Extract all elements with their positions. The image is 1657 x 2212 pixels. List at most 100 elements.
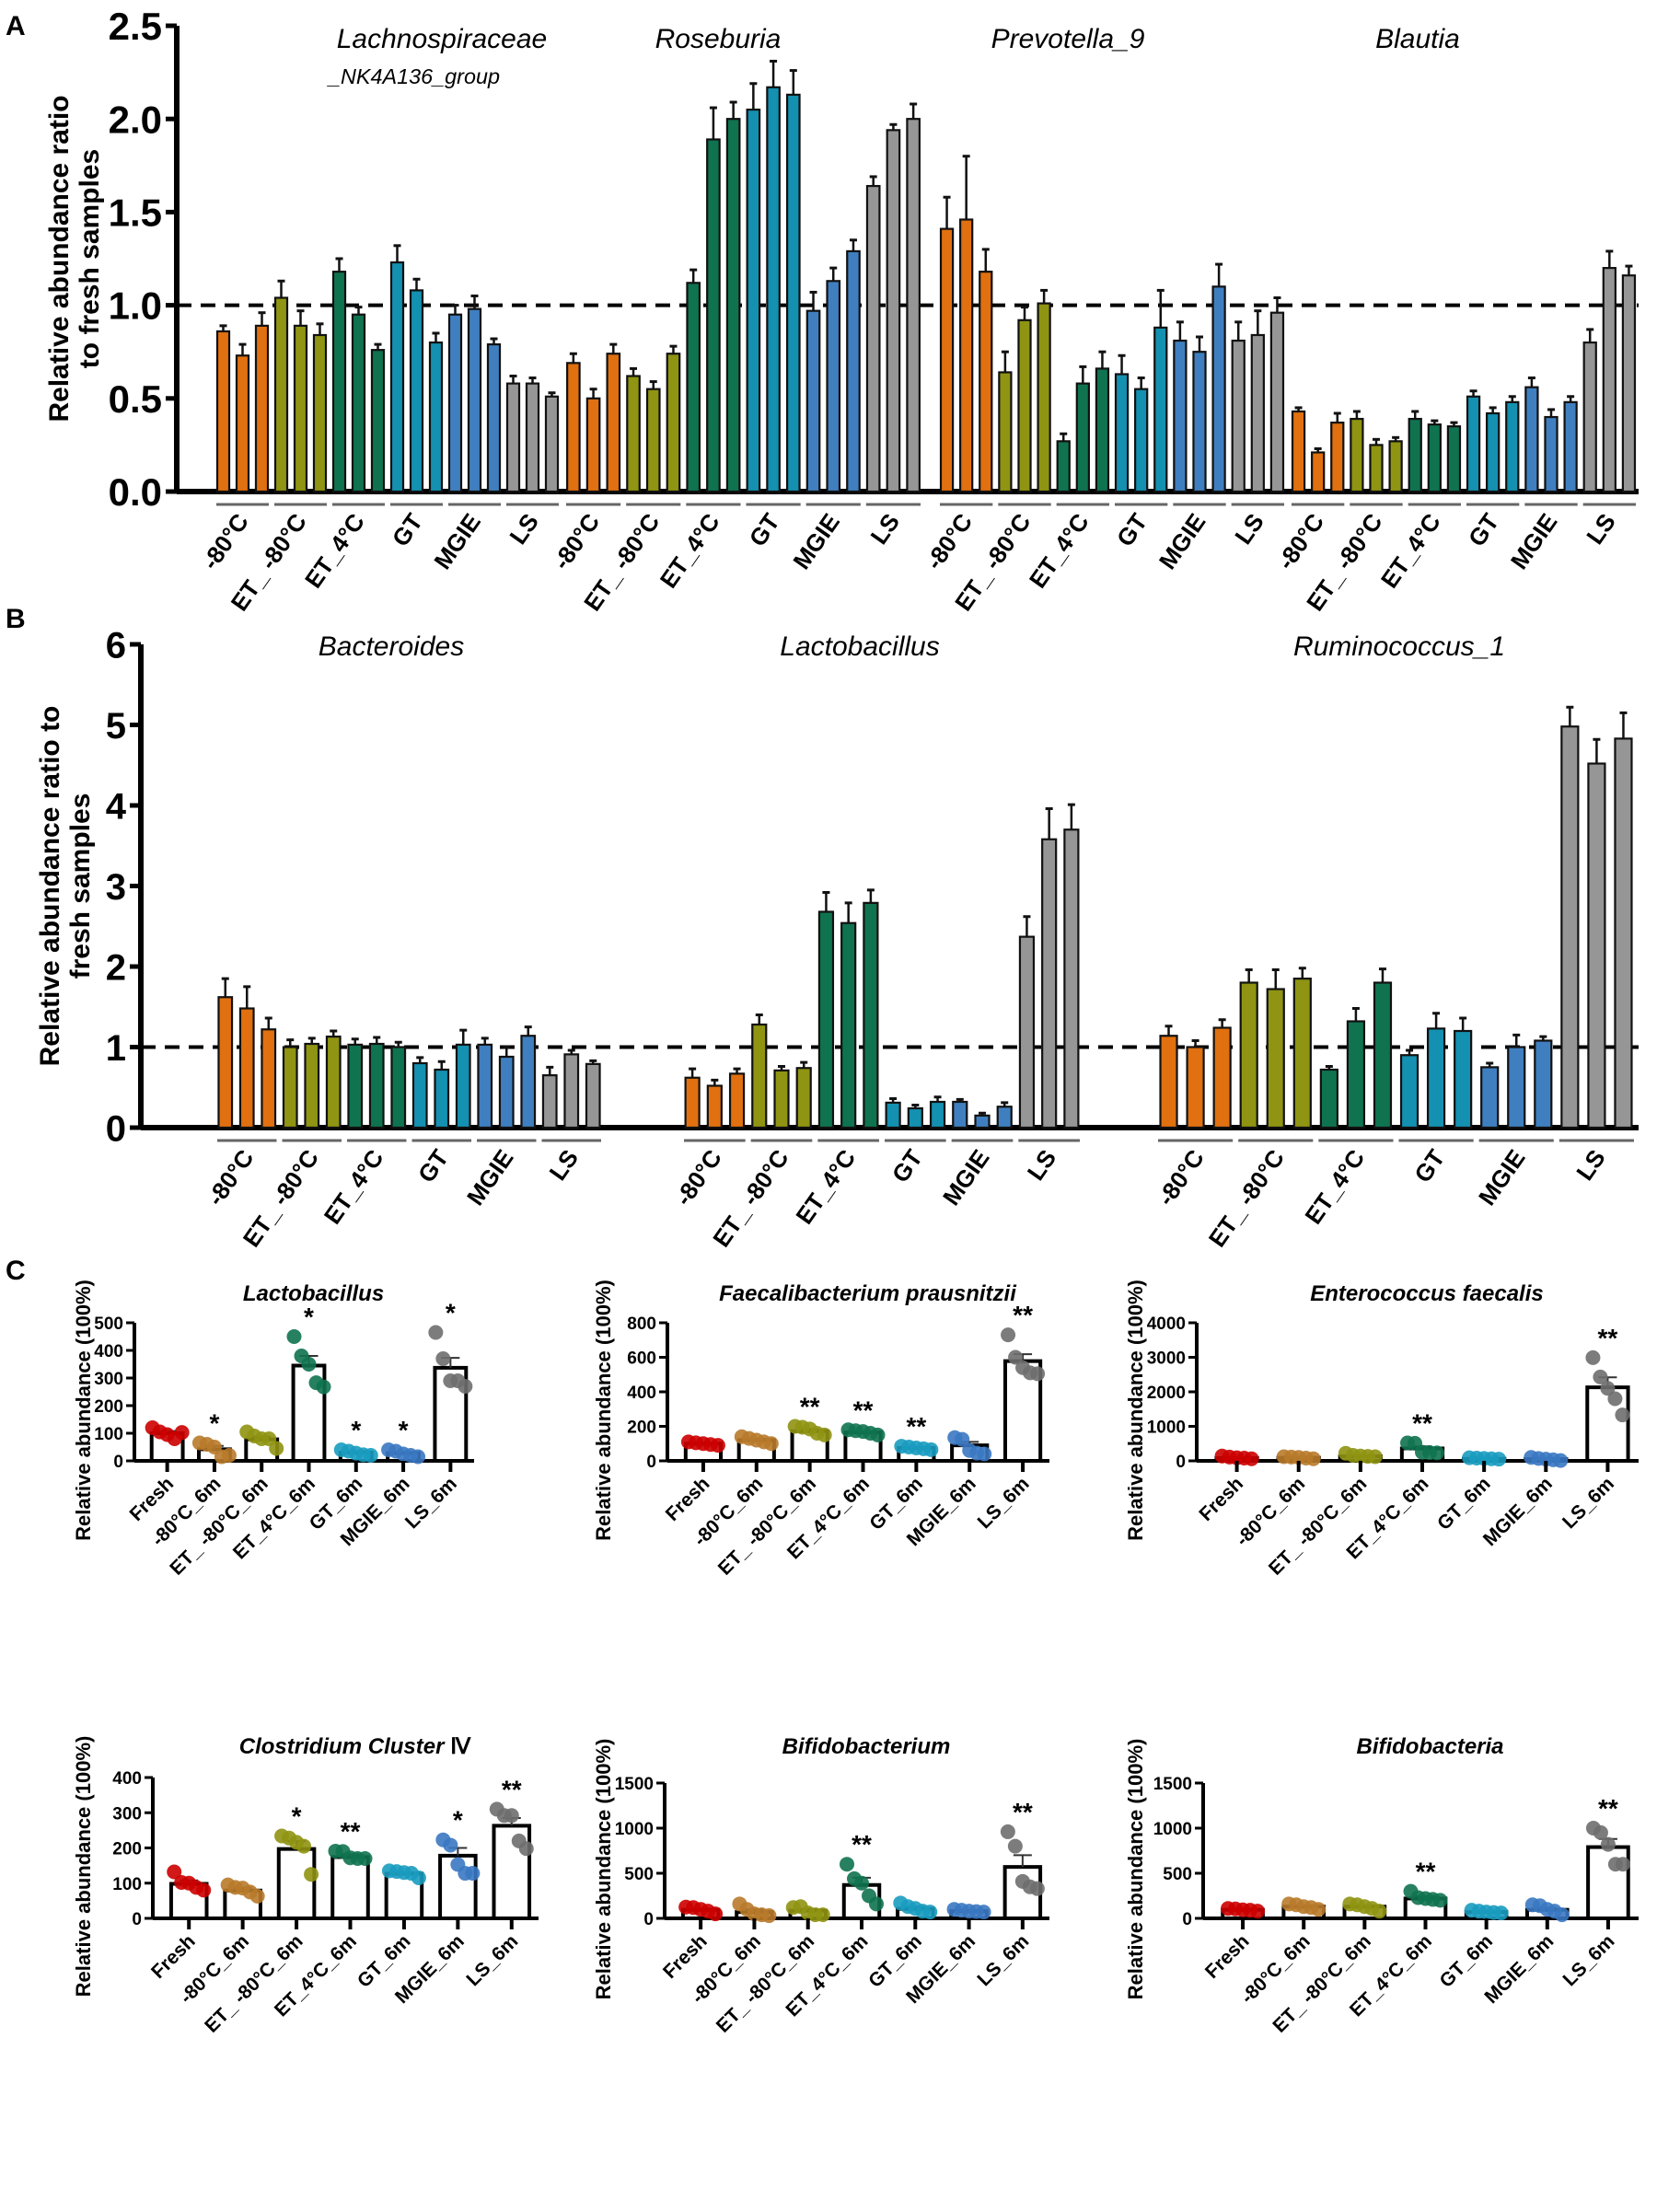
data-point: [708, 1906, 724, 1922]
y-tick-label: 200: [627, 1419, 656, 1438]
bar: [666, 353, 681, 493]
bar: [840, 921, 857, 1129]
bar: [1239, 981, 1258, 1129]
bar: [1534, 1039, 1553, 1129]
bar: [805, 309, 821, 493]
bar: [785, 93, 801, 493]
bar: [273, 296, 289, 493]
significance-marker: **: [502, 1775, 522, 1803]
data-point: [1553, 1453, 1569, 1468]
significance-marker: **: [1013, 1798, 1033, 1826]
y-tick-label: 600: [627, 1349, 656, 1369]
bar: [1114, 373, 1130, 493]
y-axis-label: Relative abundance (100%): [72, 1736, 95, 1998]
significance-marker: *: [446, 1299, 456, 1327]
title-text: Lactobacillus: [243, 1281, 384, 1306]
y-tick-label: 0.0: [109, 470, 162, 514]
bar: [325, 1036, 342, 1129]
bar: [1095, 367, 1110, 493]
bar: [906, 118, 921, 493]
bar: [1563, 400, 1578, 493]
bar: [498, 1055, 515, 1129]
bar: [1037, 302, 1051, 493]
data-point: [1250, 1904, 1266, 1919]
data-point: [1372, 1904, 1387, 1919]
data-point: [411, 1870, 426, 1886]
bar: [1621, 274, 1637, 493]
bar: [1173, 339, 1188, 493]
data-point: [763, 1436, 779, 1452]
data-point: [955, 1431, 970, 1447]
data-point: [504, 1808, 519, 1824]
bar: [585, 1062, 601, 1129]
bar: [939, 227, 955, 493]
bar: [566, 362, 581, 493]
bar: [351, 313, 366, 493]
y-axis-label: Relative abundance (100%): [592, 1280, 615, 1541]
bar: [725, 118, 741, 493]
subchart-title: Lactobacillus: [243, 1281, 384, 1306]
bar: [907, 1106, 923, 1129]
bar: [952, 1100, 968, 1129]
significance-marker: **: [1013, 1301, 1033, 1329]
bar: [1369, 444, 1384, 493]
taxon-title: Bacteroides: [319, 631, 464, 662]
bar: [215, 330, 231, 493]
significance-marker: *: [399, 1416, 409, 1444]
bar: [1480, 1066, 1500, 1129]
bar: [865, 184, 881, 493]
data-point: [301, 1357, 317, 1372]
data-point: [710, 1438, 725, 1453]
bar: [447, 313, 463, 493]
bar: [254, 324, 270, 493]
y-axis-label: Relative abundance (100%): [1124, 1280, 1147, 1541]
significance-marker: *: [351, 1416, 361, 1444]
panel-letter-b: B: [6, 604, 26, 634]
bar: [1614, 737, 1633, 1129]
bar: [293, 324, 308, 493]
y-tick-label: 400: [627, 1384, 656, 1403]
data-point: [428, 1325, 444, 1340]
bar: [1134, 388, 1149, 493]
bar: [1587, 762, 1606, 1129]
y-tick-label: 200: [112, 1840, 142, 1859]
data-point: [817, 1427, 832, 1442]
bar: [347, 1043, 364, 1129]
taxon-title: Lactobacillus: [780, 631, 939, 662]
y-tick-label: 100: [94, 1425, 123, 1444]
y-tick-label: 1: [106, 1028, 126, 1069]
bar: [304, 1042, 320, 1129]
data-point: [1305, 1451, 1321, 1466]
subchart-title: Bifidobacterium: [782, 1734, 951, 1759]
data-point: [761, 1908, 777, 1924]
bar: [428, 341, 444, 493]
data-point: [1029, 1881, 1045, 1896]
bar: [885, 1101, 901, 1129]
y-tick-label: 300: [94, 1370, 123, 1389]
y-axis-label-line: Relative abundance ratio: [44, 95, 75, 422]
bar: [746, 108, 761, 493]
data-point: [174, 1425, 190, 1441]
data-point: [196, 1882, 212, 1898]
bar: [389, 261, 405, 493]
bar: [1446, 425, 1462, 493]
taxon-title: Ruminococcus_1: [1293, 631, 1505, 662]
bar: [1063, 828, 1080, 1129]
bar: [606, 353, 621, 493]
data-point: [249, 1888, 265, 1904]
bar: [434, 1068, 450, 1129]
data-point: [316, 1379, 331, 1395]
significance-marker: **: [1598, 1324, 1618, 1352]
bar: [1560, 725, 1580, 1129]
bar: [1524, 386, 1539, 493]
data-point: [1244, 1451, 1259, 1466]
y-tick-label: 1500: [615, 1775, 654, 1794]
taxon-title: Roseburia: [655, 24, 782, 54]
bar: [974, 1114, 991, 1129]
bar: [331, 271, 347, 493]
data-point: [1430, 1445, 1444, 1461]
y-tick-label: 4: [106, 786, 127, 827]
bar: [1427, 423, 1442, 493]
y-axis-label: Relative abundance ratioto fresh samples: [44, 95, 105, 422]
y-axis-label-line: fresh samples: [65, 793, 96, 979]
